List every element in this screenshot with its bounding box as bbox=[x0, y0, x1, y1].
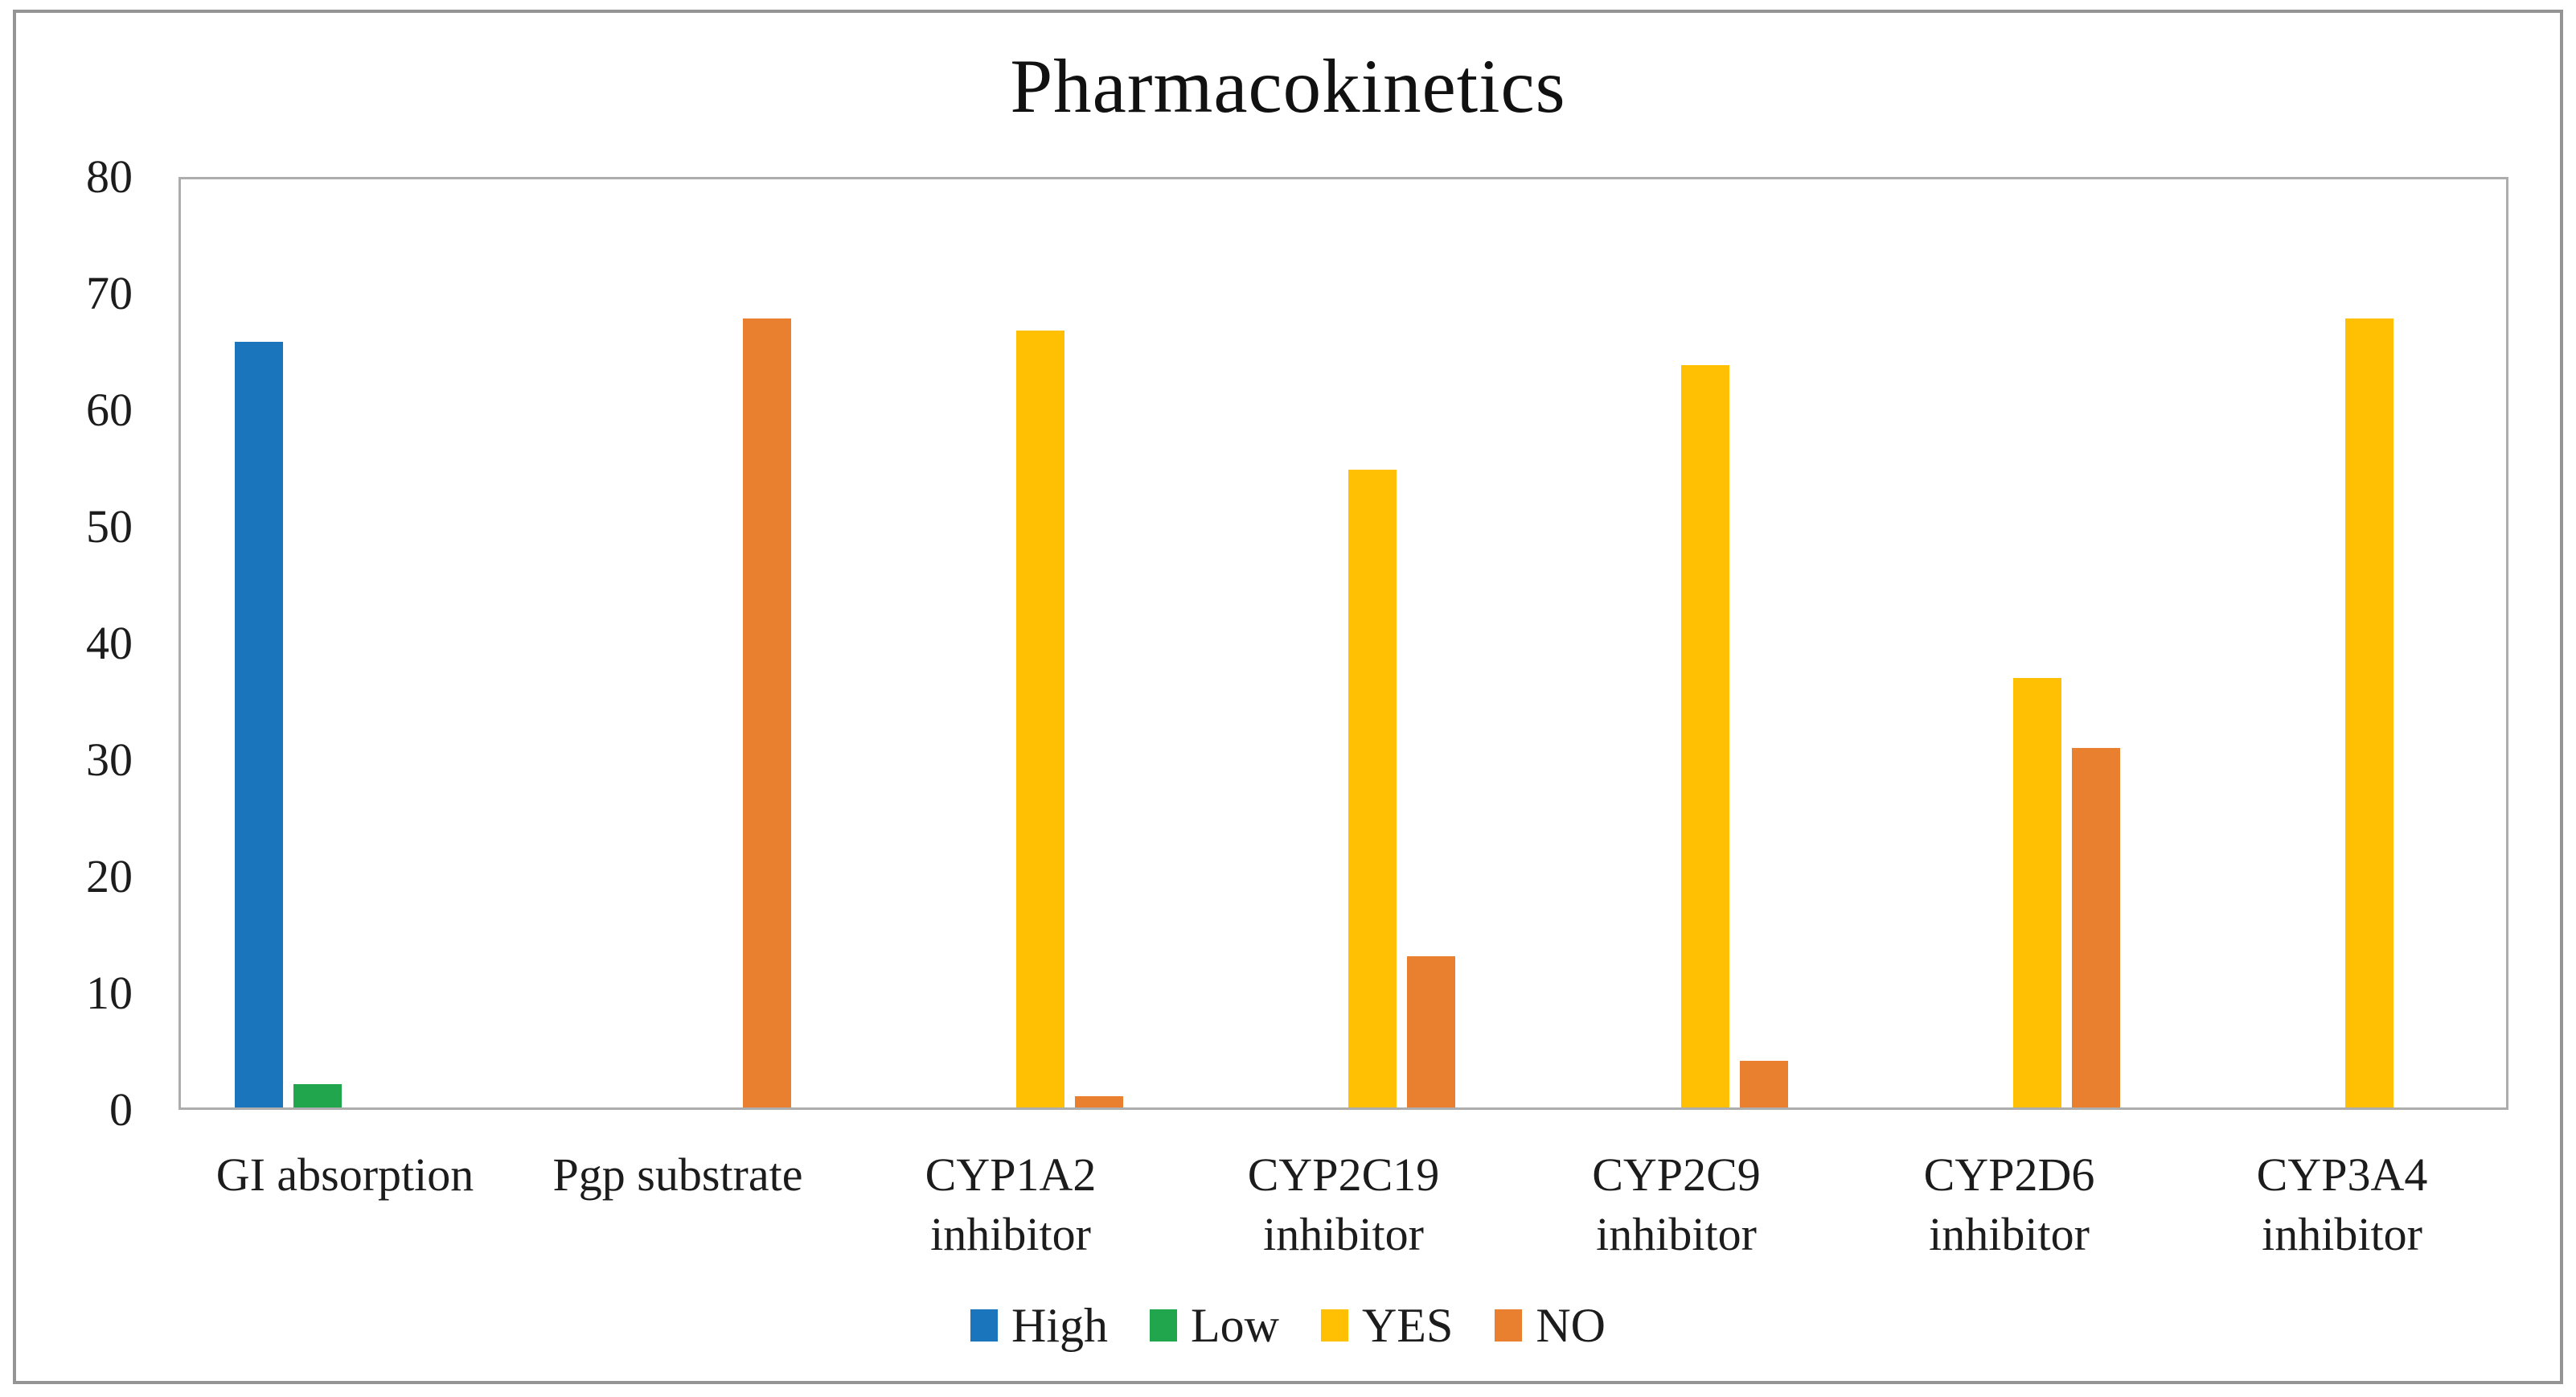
bar-yes bbox=[1680, 364, 1729, 1107]
legend-swatch-yes bbox=[1320, 1309, 1348, 1342]
legend-swatch-no bbox=[1495, 1309, 1523, 1342]
bar-group bbox=[1510, 179, 1842, 1107]
legend-label: Low bbox=[1190, 1299, 1279, 1352]
y-tick-label: 50 bbox=[86, 500, 133, 553]
x-tick-label-line: Pgp substrate bbox=[552, 1148, 803, 1201]
x-tick-label-line: inhibitor bbox=[930, 1208, 1091, 1260]
y-tick-label: 80 bbox=[86, 150, 133, 203]
bar-group bbox=[2174, 179, 2506, 1107]
x-tick-label: GI absorption bbox=[178, 1145, 511, 1264]
bar-no bbox=[2071, 747, 2120, 1107]
legend-item-yes: YES bbox=[1320, 1299, 1454, 1352]
y-tick-label: 0 bbox=[109, 1083, 133, 1136]
bar-yes bbox=[2344, 318, 2393, 1107]
x-tick-label-line: CYP3A4 bbox=[2256, 1148, 2428, 1201]
bar-low bbox=[293, 1084, 343, 1107]
bar-group bbox=[513, 179, 845, 1107]
x-tick-label-line: CYP2C19 bbox=[1247, 1148, 1440, 1201]
x-tick-label-line: inhibitor bbox=[1263, 1208, 1424, 1260]
legend-label: YES bbox=[1361, 1299, 1454, 1352]
bar-yes bbox=[1016, 330, 1065, 1107]
legend-swatch-low bbox=[1149, 1309, 1177, 1342]
chart-title: Pharmacokinetics bbox=[1010, 43, 1566, 129]
legend-label: High bbox=[1011, 1299, 1108, 1352]
x-tick-label-line: CYP2D6 bbox=[1923, 1148, 2095, 1201]
legend: High Low YES NO bbox=[0, 1301, 2576, 1350]
legend-item-low: Low bbox=[1149, 1299, 1279, 1352]
x-axis: GI absorption Pgp substrate CYP1A2 inhibito… bbox=[178, 1145, 2508, 1264]
bar-high bbox=[235, 341, 284, 1107]
x-tick-label: CYP1A2 inhibitor bbox=[844, 1145, 1177, 1264]
x-tick-label: Pgp substrate bbox=[511, 1145, 844, 1264]
x-tick-label: CYP2C9 inhibitor bbox=[1510, 1145, 1843, 1264]
bar-no bbox=[743, 318, 792, 1107]
x-tick-label-line: inhibitor bbox=[2262, 1208, 2422, 1260]
legend-swatch-high bbox=[970, 1309, 998, 1342]
bar-no bbox=[1075, 1095, 1124, 1107]
bar-group bbox=[845, 179, 1177, 1107]
legend-item-high: High bbox=[970, 1301, 1108, 1350]
y-axis: 0 10 20 30 40 50 60 70 80 bbox=[0, 154, 133, 1133]
y-tick-label: 40 bbox=[86, 617, 133, 669]
plot-area bbox=[178, 177, 2508, 1110]
x-tick-label-line: inhibitor bbox=[1596, 1208, 1757, 1260]
x-tick-label-line: CYP2C9 bbox=[1592, 1148, 1761, 1201]
bar-no bbox=[1407, 956, 1456, 1107]
x-tick-label: CYP2C19 inhibitor bbox=[1177, 1145, 1510, 1264]
y-tick-label: 60 bbox=[86, 384, 133, 436]
legend-label: NO bbox=[1536, 1299, 1606, 1352]
x-tick-label: CYP3A4 inhibitor bbox=[2176, 1145, 2508, 1264]
bar-group bbox=[181, 179, 513, 1107]
bar-group bbox=[1177, 179, 1509, 1107]
y-tick-label: 10 bbox=[86, 967, 133, 1019]
bar-yes bbox=[1348, 469, 1397, 1107]
bar-yes bbox=[2012, 678, 2061, 1107]
y-tick-label: 30 bbox=[86, 733, 133, 786]
y-tick-label: 20 bbox=[86, 850, 133, 902]
y-tick-label: 70 bbox=[86, 267, 133, 319]
bar-group bbox=[1842, 179, 2174, 1107]
x-tick-label: CYP2D6 inhibitor bbox=[1843, 1145, 2176, 1264]
bar-no bbox=[1739, 1061, 1788, 1107]
x-tick-label-line: GI absorption bbox=[215, 1148, 474, 1201]
legend-item-no: NO bbox=[1495, 1301, 1606, 1350]
x-tick-label-line: inhibitor bbox=[1929, 1208, 2090, 1260]
x-tick-label-line: CYP1A2 bbox=[925, 1148, 1097, 1201]
